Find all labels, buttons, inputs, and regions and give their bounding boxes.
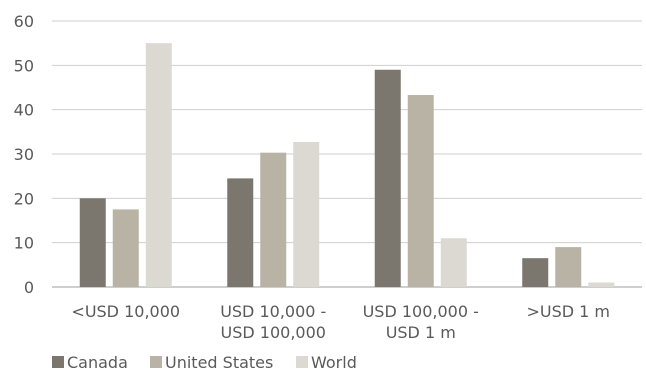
y-tick-label: 0 xyxy=(24,278,34,297)
bar-united-states xyxy=(260,152,287,287)
x-category-label: USD 100,000 xyxy=(221,323,326,342)
x-category-label: <USD 10,000 xyxy=(71,302,180,321)
legend-swatch-canada xyxy=(52,356,64,368)
x-category-label: USD 10,000 - xyxy=(220,302,326,321)
y-tick-label: 20 xyxy=(14,189,34,208)
bar-united-states xyxy=(112,209,139,287)
bar-world xyxy=(440,238,467,287)
legend-swatch-world xyxy=(296,356,308,368)
y-tick-label: 30 xyxy=(14,145,34,164)
y-tick-label: 50 xyxy=(14,56,34,75)
bar-canada xyxy=(227,178,254,287)
x-category-label: >USD 1 m xyxy=(526,302,610,321)
y-tick-label: 60 xyxy=(14,12,34,31)
bar-canada xyxy=(522,258,549,287)
bar-canada xyxy=(374,69,401,288)
legend-swatch-united-states xyxy=(150,356,162,368)
x-category-label: USD 1 m xyxy=(386,323,456,342)
y-tick-label: 40 xyxy=(14,101,34,120)
legend-label-world: World xyxy=(311,353,357,372)
legend-label-canada: Canada xyxy=(67,353,128,372)
bar-world xyxy=(293,142,320,287)
bar-canada xyxy=(79,198,106,287)
bar-world xyxy=(145,43,172,287)
legend-label-united-states: United States xyxy=(165,353,273,372)
y-tick-label: 10 xyxy=(14,234,34,253)
bar-united-states xyxy=(555,247,582,287)
x-category-label: USD 100,000 - xyxy=(363,302,479,321)
bar-united-states xyxy=(407,95,434,287)
bar-world xyxy=(588,282,615,287)
